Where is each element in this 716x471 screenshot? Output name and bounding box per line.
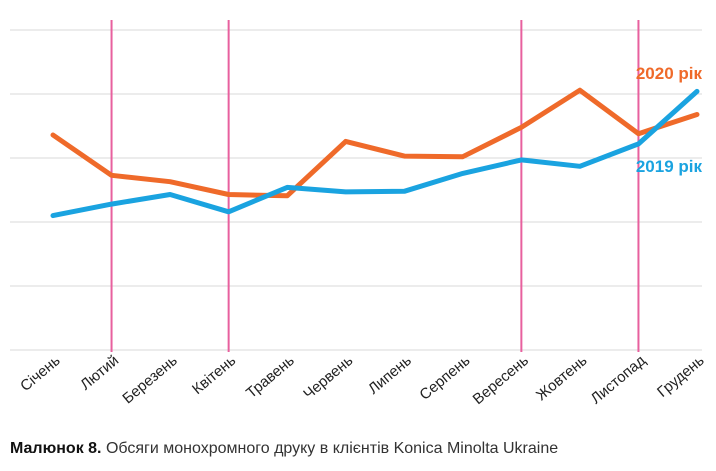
x-tick-label: Серпень bbox=[416, 352, 473, 404]
caption-label: Малюнок 8. bbox=[10, 440, 102, 457]
series-label-2020: 2020 рік bbox=[636, 64, 703, 83]
caption-text: Обсяги монохромного друку в клієнтів Kon… bbox=[105, 440, 559, 457]
x-tick-label: Червень bbox=[300, 352, 356, 403]
series-line-2020 bbox=[50, 87, 700, 199]
x-tick-label: Листопад bbox=[588, 352, 650, 408]
x-tick-label: Квітень bbox=[189, 352, 239, 398]
gridlines bbox=[10, 29, 702, 351]
x-tick-label: Березень bbox=[119, 352, 180, 407]
x-tick-label: Жовтень bbox=[533, 352, 591, 404]
x-tick-label: Вересень bbox=[470, 352, 532, 408]
x-tick-label: Липень bbox=[365, 352, 415, 398]
x-tick-label: Січень bbox=[17, 352, 64, 395]
series-lines bbox=[50, 87, 700, 219]
highlight-markers bbox=[110, 20, 640, 352]
x-tick-label: Травень bbox=[243, 352, 298, 402]
series-label-2019: 2019 рік bbox=[636, 157, 703, 176]
x-tick-label: Грудень bbox=[654, 352, 708, 401]
series-line-2019 bbox=[50, 88, 700, 219]
figure-caption: Малюнок 8. Обсяги монохромного друку в к… bbox=[10, 440, 558, 458]
x-tick-label: Лютий bbox=[77, 352, 122, 394]
